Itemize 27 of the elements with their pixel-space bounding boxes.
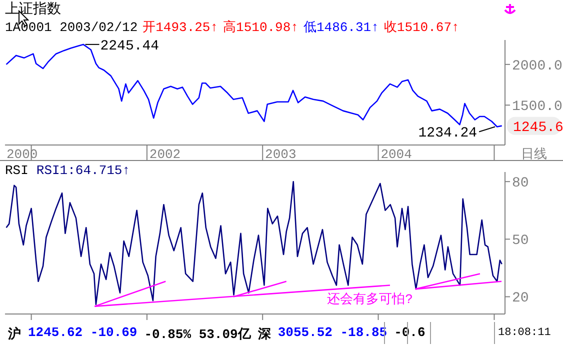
text: 深 <box>258 326 271 343</box>
annotation: 2245.44 <box>100 38 160 54</box>
series-label: RSI1:64.715↑ <box>36 163 130 178</box>
y-tick-label: 80 <box>512 176 529 192</box>
annotation: 1234.24 <box>418 126 478 142</box>
x-axis-title: 日线 <box>521 147 547 162</box>
y-tick-label: 50 <box>512 233 529 250</box>
text: 18:08:11 <box>498 327 551 339</box>
y-tick-label: 1500.0 <box>512 99 562 116</box>
x-tick-label: 2004 <box>380 147 412 162</box>
text: 1245.62 -10.69 <box>28 325 138 342</box>
chart-title: 上证指数 <box>5 2 62 19</box>
text: 开1493.25↑ <box>142 19 218 36</box>
text: 沪 <box>8 326 21 343</box>
x-tick-label: 2003 <box>265 147 296 162</box>
chart-subtitle: 1A0001 2003/02/12 <box>5 19 138 36</box>
text: 收1510.67↑ <box>384 19 460 36</box>
text: 低1486.31↑ <box>303 19 379 36</box>
text: 1245.6 <box>513 120 563 136</box>
text: 高1510.98↑ <box>223 19 298 36</box>
text: -0.85% 53.09亿 <box>144 326 251 343</box>
text: 3055.52 -18.85 <box>278 325 388 342</box>
chart-title: RSI <box>5 163 28 178</box>
annotation: 还会有多可怕? <box>327 292 413 307</box>
y-tick-label: 20 <box>512 290 529 307</box>
y-tick-label: 2000.0 <box>512 58 562 74</box>
x-tick-label: 2002 <box>149 147 181 162</box>
